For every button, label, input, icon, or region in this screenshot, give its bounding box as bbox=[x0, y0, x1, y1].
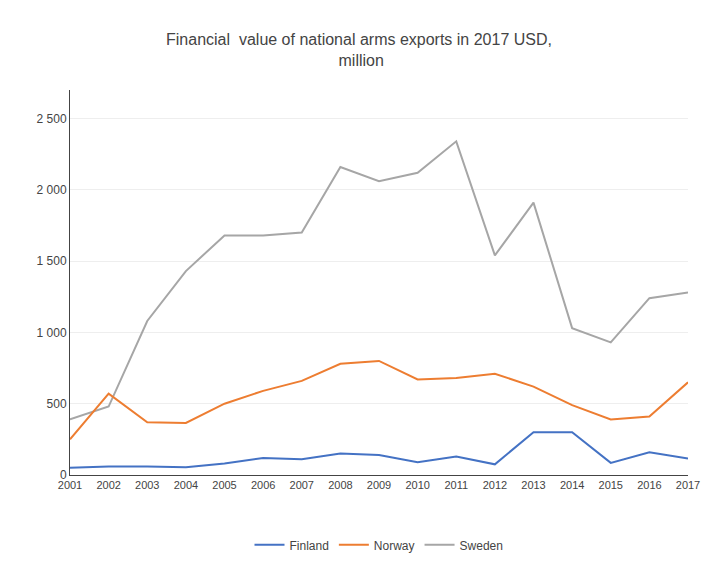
svg-text:2015: 2015 bbox=[599, 479, 623, 491]
svg-text:Finland: Finland bbox=[290, 539, 329, 553]
svg-text:2010: 2010 bbox=[405, 479, 429, 491]
svg-text:2011: 2011 bbox=[444, 479, 468, 491]
svg-text:2009: 2009 bbox=[367, 479, 391, 491]
svg-text:0: 0 bbox=[60, 468, 67, 482]
svg-text:1 500: 1 500 bbox=[37, 254, 67, 268]
svg-text:2005: 2005 bbox=[212, 479, 236, 491]
svg-text:500: 500 bbox=[47, 397, 67, 411]
svg-text:Financial value of national a: Financial value of national arms exports… bbox=[166, 31, 552, 69]
svg-text:2016: 2016 bbox=[637, 479, 661, 491]
svg-text:2 000: 2 000 bbox=[37, 183, 67, 197]
svg-text:2017: 2017 bbox=[676, 479, 700, 491]
svg-text:2006: 2006 bbox=[251, 479, 275, 491]
svg-text:Norway: Norway bbox=[374, 539, 415, 553]
svg-text:2002: 2002 bbox=[96, 479, 120, 491]
svg-text:1 000: 1 000 bbox=[37, 326, 67, 340]
svg-text:2013: 2013 bbox=[521, 479, 545, 491]
svg-text:2004: 2004 bbox=[174, 479, 198, 491]
svg-text:2008: 2008 bbox=[328, 479, 352, 491]
svg-text:2001: 2001 bbox=[58, 479, 82, 491]
svg-text:Sweden: Sweden bbox=[460, 539, 503, 553]
svg-text:2014: 2014 bbox=[560, 479, 584, 491]
svg-text:2003: 2003 bbox=[135, 479, 159, 491]
svg-text:2007: 2007 bbox=[290, 479, 314, 491]
svg-text:2 500: 2 500 bbox=[37, 112, 67, 126]
svg-text:2012: 2012 bbox=[483, 479, 507, 491]
